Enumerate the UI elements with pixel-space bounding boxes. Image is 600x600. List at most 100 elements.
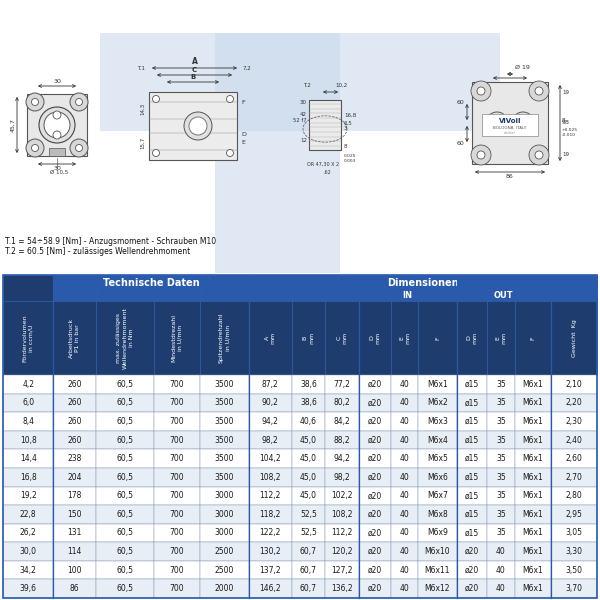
Text: 90,2: 90,2 [262, 398, 278, 407]
Circle shape [26, 139, 44, 157]
Bar [457, 290, 551, 301]
Text: 3500: 3500 [215, 380, 234, 389]
Text: 40: 40 [496, 584, 506, 593]
Bar [3, 275, 53, 301]
Text: 30: 30 [53, 166, 61, 171]
Text: A: A [191, 57, 197, 66]
Text: 60: 60 [456, 100, 464, 105]
Bar [515, 580, 551, 598]
Bar [3, 301, 53, 375]
Text: 39,6: 39,6 [20, 584, 37, 593]
Bar [391, 375, 418, 394]
Bar [3, 487, 53, 505]
Bar [487, 394, 515, 412]
Text: 40: 40 [400, 491, 409, 500]
Bar [325, 449, 359, 468]
Bar [249, 275, 597, 290]
Bar [53, 412, 96, 431]
Bar [551, 375, 597, 394]
Bar [359, 468, 391, 487]
Bar [487, 505, 515, 524]
Text: 84,2: 84,2 [334, 417, 350, 426]
Text: M6x1: M6x1 [523, 473, 543, 482]
Bar [391, 412, 418, 431]
Bar [3, 375, 53, 394]
Circle shape [227, 95, 233, 103]
Bar [487, 487, 515, 505]
Bar [96, 394, 154, 412]
Text: 87,2: 87,2 [262, 380, 278, 389]
Circle shape [32, 98, 38, 106]
Text: 700: 700 [170, 510, 184, 519]
Text: 6,0: 6,0 [22, 398, 34, 407]
Text: 86: 86 [506, 174, 514, 179]
Bar [325, 290, 359, 301]
Bar [53, 580, 96, 598]
Text: 52,5: 52,5 [300, 510, 317, 519]
Text: Ø 19: Ø 19 [515, 65, 530, 70]
Text: 3500: 3500 [215, 473, 234, 482]
Bar [96, 412, 154, 431]
Text: ø15: ø15 [464, 473, 479, 482]
Bar [418, 505, 457, 524]
Bar [457, 375, 487, 394]
Text: 52,5: 52,5 [300, 529, 317, 538]
Text: 14,4: 14,4 [20, 454, 37, 463]
Text: 108,2: 108,2 [259, 473, 281, 482]
Bar [551, 301, 597, 375]
Text: 3500: 3500 [215, 436, 234, 445]
Bar [100, 33, 500, 131]
Circle shape [227, 149, 233, 157]
Text: M6x1: M6x1 [523, 529, 543, 538]
Text: T.2: T.2 [303, 83, 311, 88]
Text: 60,7: 60,7 [300, 584, 317, 593]
Text: 131: 131 [68, 529, 82, 538]
Bar [53, 375, 96, 394]
Bar [3, 524, 53, 542]
Text: 112,2: 112,2 [331, 529, 353, 538]
Bar [249, 394, 292, 412]
Text: F: F [241, 100, 245, 104]
Text: 700: 700 [170, 529, 184, 538]
Bar [325, 487, 359, 505]
Text: 137,2: 137,2 [259, 566, 281, 575]
Bar [96, 561, 154, 580]
Text: 45,0: 45,0 [300, 436, 317, 445]
Bar [487, 561, 515, 580]
Circle shape [529, 81, 549, 101]
Bar [359, 394, 391, 412]
Text: 2,80: 2,80 [566, 491, 583, 500]
Text: M6x1: M6x1 [523, 510, 543, 519]
Text: 3000: 3000 [215, 529, 234, 538]
Bar [391, 394, 418, 412]
Text: 60,5: 60,5 [116, 436, 134, 445]
Text: D
mm: D mm [466, 332, 478, 344]
Text: 94,2: 94,2 [334, 454, 350, 463]
Text: ø15: ø15 [464, 436, 479, 445]
Text: 40: 40 [400, 547, 409, 556]
Bar [53, 542, 96, 561]
Text: 22,8: 22,8 [20, 510, 37, 519]
Bar [154, 468, 200, 487]
Bar [200, 290, 249, 301]
Bar [200, 542, 249, 561]
Text: 77,2: 77,2 [334, 380, 350, 389]
Bar [154, 290, 200, 301]
Text: 8: 8 [344, 145, 347, 149]
Text: ø20: ø20 [368, 436, 382, 445]
Bar [551, 487, 597, 505]
Text: Spitzendrehzahl
in U/min: Spitzendrehzahl in U/min [219, 313, 230, 363]
Text: M6x8: M6x8 [427, 510, 448, 519]
Bar [200, 524, 249, 542]
Text: OUT: OUT [494, 291, 514, 300]
Text: 19: 19 [562, 151, 569, 157]
Bar [457, 468, 487, 487]
Bar [249, 561, 292, 580]
Text: 7,2: 7,2 [243, 65, 252, 70]
Text: 700: 700 [170, 380, 184, 389]
Bar [53, 468, 96, 487]
Bar [391, 524, 418, 542]
Bar [154, 561, 200, 580]
Bar [200, 561, 249, 580]
Text: M6x4: M6x4 [427, 436, 448, 445]
